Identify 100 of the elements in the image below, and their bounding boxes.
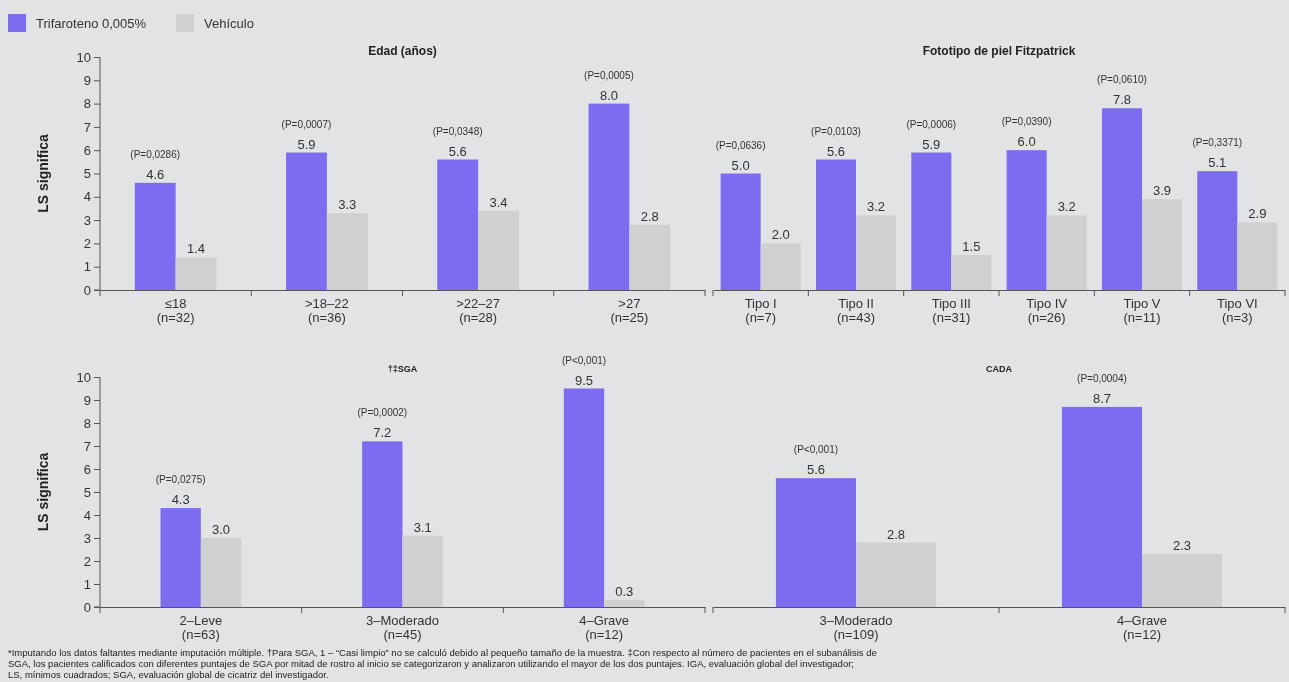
x-tick-label: >22–27 (n=28) <box>456 296 500 325</box>
data-label: 9.5 <box>574 372 594 388</box>
data-label: 5.6 <box>806 462 825 478</box>
bar <box>563 388 605 607</box>
y-tick-label: 5 <box>83 484 91 500</box>
y-tick-label: 5 <box>83 166 91 182</box>
bar <box>760 243 801 290</box>
y-tick-label: 10 <box>76 369 91 385</box>
x-tick-label: 4–Grave (n=12) <box>579 613 630 642</box>
y-tick-label: 6 <box>83 142 91 158</box>
y-tick-label: 4 <box>83 507 91 523</box>
bar <box>1142 554 1223 607</box>
data-label: 8.0 <box>599 87 618 103</box>
y-tick-label: 0 <box>83 599 91 615</box>
data-label: 2.3 <box>1173 538 1192 554</box>
bar <box>856 542 937 607</box>
y-tick-label: 0 <box>83 282 91 298</box>
data-label: 5.0 <box>731 157 750 173</box>
x-tick-label: 3–Moderado (n=45) <box>366 613 439 642</box>
bar <box>1006 150 1047 290</box>
text: *Imputando los datos faltantes mediante imputación múltiple. †Para SGA, 1 – “Casi limpio” no se calculó debido al pequeño tamaño de la muestra. ‡Con respecto al número de pacientes en el subanálisis de SGA, los pacientes calificados con diferentes puntajes de SGA por mitad de rostro al inicio se categorizaron y analizaron utilizando el mayor de los dos puntajes. IGA, evaluación global del investigador; LS, mínimos cuadrados; SGA, evaluación global de cicatriz del investigador. <box>8 647 877 680</box>
bar <box>775 478 856 607</box>
data-label: 6.0 <box>1017 134 1036 150</box>
x-tick-label: Tipo I (n=7) <box>744 296 777 325</box>
chart-title: Edad (años) <box>368 44 437 58</box>
bar <box>200 538 242 607</box>
bar <box>478 210 519 290</box>
bar <box>1142 199 1183 290</box>
data-label: 7.8 <box>1112 92 1132 108</box>
annotation: (P=0,0004) <box>1077 372 1127 384</box>
data-label: 5.6 <box>826 143 846 159</box>
bar <box>588 103 630 290</box>
data-label: 3.4 <box>489 194 508 210</box>
annotation: (P<0,001) <box>561 354 607 366</box>
data-label: 3.2 <box>866 199 886 215</box>
bar <box>1101 108 1142 290</box>
data-label: 2.9 <box>1248 206 1267 222</box>
bar <box>604 600 645 607</box>
data-label: 2.8 <box>887 526 906 542</box>
chart-title: Fototipo de piel Fitzpatrick <box>922 44 1076 58</box>
y-tick-label: 2 <box>83 553 91 569</box>
annotation: (P=0,0005) <box>584 69 634 81</box>
annotation: (P=0,0286) <box>130 148 181 160</box>
y-tick-label: 6 <box>83 461 91 477</box>
data-label: 1.4 <box>187 241 206 257</box>
x-tick-label: >18–22 (n=36) <box>305 296 349 325</box>
bar <box>437 159 479 290</box>
bar <box>362 441 403 607</box>
annotation: (P=0,0002) <box>357 407 408 419</box>
annotation: (P=0,3371) <box>1192 137 1243 149</box>
y-tick-label: 10 <box>76 49 91 65</box>
y-axis-title: LS significa <box>35 134 51 213</box>
bar <box>175 257 217 290</box>
data-label: 1.5 <box>962 239 981 255</box>
bar <box>1197 171 1238 290</box>
bar <box>815 159 856 290</box>
y-tick-label: 7 <box>83 119 91 135</box>
annotation: (P=0,0006) <box>906 118 957 130</box>
y-tick-label: 9 <box>83 72 91 88</box>
legend-label: Vehículo <box>204 16 254 31</box>
chart-title: CADA <box>986 364 1013 374</box>
y-tick-label: 9 <box>83 392 91 408</box>
y-tick-label: 3 <box>83 530 91 546</box>
data-label: 4.6 <box>146 166 165 182</box>
data-label: 5.1 <box>1208 155 1227 171</box>
bar <box>160 508 201 607</box>
bar <box>326 213 368 290</box>
bar <box>911 152 952 290</box>
y-tick-label: 1 <box>83 576 91 592</box>
annotation: (P=0,0103) <box>811 125 861 137</box>
bar <box>1237 222 1278 290</box>
x-tick-label: 4–Grave (n=12) <box>1117 613 1167 642</box>
annotation: (P=0,0610) <box>1097 74 1147 86</box>
data-label: 2.8 <box>640 208 659 224</box>
y-tick-label: 1 <box>83 259 91 275</box>
data-label: 7.2 <box>373 425 392 441</box>
x-tick-label: >27 (n=25) <box>610 296 649 325</box>
x-tick-label: 2–Leve (n=63) <box>179 613 223 642</box>
x-tick-label: Tipo IV (n=26) <box>1026 296 1068 325</box>
y-tick-label: 4 <box>83 189 91 205</box>
data-label: 3.2 <box>1057 199 1076 215</box>
x-tick-label: 3–Moderado (n=109) <box>819 613 893 642</box>
bar <box>951 255 992 290</box>
annotation: (P=0,0007) <box>281 118 332 130</box>
data-label: 8.7 <box>1092 390 1111 406</box>
legend-label: Trifaroteno 0,005% <box>36 16 147 31</box>
annotation: (P=0,0348) <box>432 125 483 137</box>
x-tick-label: Tipo V (n=11) <box>1123 296 1161 325</box>
data-label: 5.6 <box>448 143 467 159</box>
bar <box>856 215 897 290</box>
x-tick-label: Tipo VI (n=3) <box>1216 296 1258 325</box>
x-tick-label: ≤18 (n=32) <box>156 296 195 325</box>
y-tick-label: 8 <box>83 415 91 431</box>
chart-title: †‡SGA <box>387 364 418 374</box>
bar <box>286 152 327 290</box>
data-label: 2.0 <box>771 227 790 243</box>
y-axis-title: LS significa <box>35 452 51 532</box>
annotation: (P=0,0390) <box>1001 116 1052 128</box>
data-label: 5.9 <box>922 136 941 152</box>
data-label: 3.0 <box>211 522 231 537</box>
